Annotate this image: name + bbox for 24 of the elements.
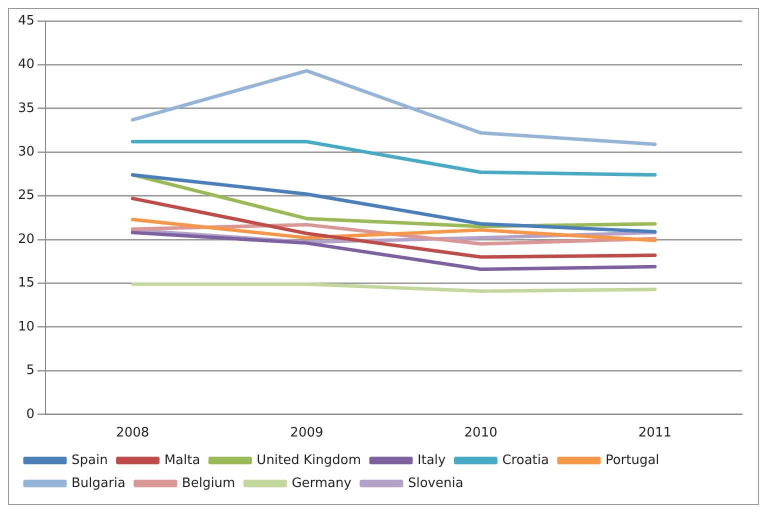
legend-label: Croatia bbox=[502, 452, 549, 468]
y-tick-label: 40 bbox=[18, 57, 35, 72]
x-tick-label: 2009 bbox=[290, 426, 324, 441]
legend-label: Slovenia bbox=[408, 476, 464, 491]
legend-label: Italy bbox=[418, 452, 446, 468]
legend-label: Spain bbox=[72, 452, 108, 468]
y-tick-label: 15 bbox=[18, 276, 35, 291]
y-tick-label: 20 bbox=[18, 232, 35, 247]
y-tick-label: 5 bbox=[26, 363, 35, 378]
legend-label: Portugal bbox=[605, 452, 660, 468]
legend-label: United Kingdom bbox=[256, 452, 362, 468]
legend-label: Malta bbox=[164, 452, 200, 468]
y-tick-label: 25 bbox=[18, 188, 35, 204]
y-tick-label: 0 bbox=[26, 406, 35, 422]
x-tick-label: 2010 bbox=[464, 426, 498, 441]
y-tick-label: 30 bbox=[18, 144, 35, 160]
legend-label: Germany bbox=[292, 476, 352, 491]
y-tick-label: 45 bbox=[18, 13, 35, 28]
y-tick-label: 35 bbox=[18, 100, 35, 116]
y-tick-label: 10 bbox=[18, 319, 35, 334]
x-tick-label: 2011 bbox=[638, 426, 672, 441]
legend-label: Bulgaria bbox=[72, 476, 126, 491]
legend-label: Belgium bbox=[182, 476, 236, 491]
x-tick-label: 2008 bbox=[116, 426, 150, 441]
